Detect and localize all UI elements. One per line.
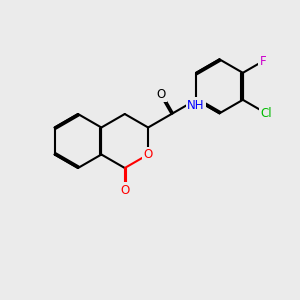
Text: O: O <box>120 184 129 197</box>
Text: O: O <box>143 148 153 161</box>
Text: Cl: Cl <box>260 107 272 120</box>
Text: NH: NH <box>187 99 205 112</box>
Text: O: O <box>156 88 165 100</box>
Text: F: F <box>260 55 266 68</box>
